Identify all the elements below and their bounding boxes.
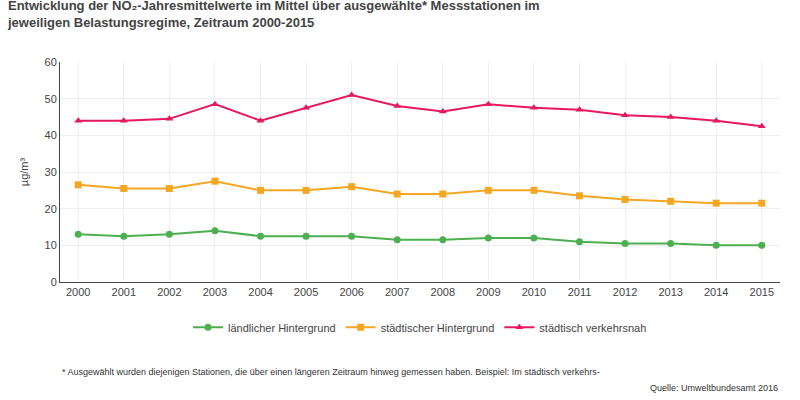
svg-text:2012: 2012 — [613, 286, 637, 298]
svg-text:ländlicher Hintergrund: ländlicher Hintergrund — [228, 322, 336, 334]
svg-text:µg/m³: µg/m³ — [18, 157, 30, 186]
svg-text:2003: 2003 — [203, 286, 227, 298]
svg-text:60: 60 — [45, 56, 57, 68]
svg-text:40: 40 — [45, 129, 57, 141]
svg-text:2005: 2005 — [294, 286, 318, 298]
svg-text:10: 10 — [45, 239, 57, 251]
svg-text:2010: 2010 — [522, 286, 546, 298]
svg-text:städtisch verkehrsnah: städtisch verkehrsnah — [539, 322, 646, 334]
svg-text:20: 20 — [45, 203, 57, 215]
svg-text:30: 30 — [45, 166, 57, 178]
svg-text:2001: 2001 — [112, 286, 136, 298]
svg-text:2004: 2004 — [248, 286, 272, 298]
svg-text:2015: 2015 — [750, 286, 774, 298]
svg-text:2000: 2000 — [66, 286, 90, 298]
svg-text:2009: 2009 — [476, 286, 500, 298]
svg-text:2011: 2011 — [568, 286, 592, 298]
svg-text:Quelle: Umweltbundesamt 2016: Quelle: Umweltbundesamt 2016 — [650, 383, 778, 393]
svg-text:Entwicklung der NO₂-Jahresmitt: Entwicklung der NO₂-Jahresmittelwerte im… — [7, 0, 540, 30]
svg-text:2006: 2006 — [339, 286, 363, 298]
svg-text:50: 50 — [45, 93, 57, 105]
svg-text:0: 0 — [51, 276, 57, 288]
svg-text:2008: 2008 — [431, 286, 455, 298]
svg-text:2007: 2007 — [385, 286, 409, 298]
svg-text:2014: 2014 — [704, 286, 728, 298]
svg-text:2002: 2002 — [157, 286, 181, 298]
svg-text:* Ausgewählt wurden diejenigen: * Ausgewählt wurden diejenigen Stationen… — [62, 367, 600, 377]
svg-text:2013: 2013 — [658, 286, 682, 298]
svg-text:städtischer Hintergrund: städtischer Hintergrund — [381, 322, 495, 334]
